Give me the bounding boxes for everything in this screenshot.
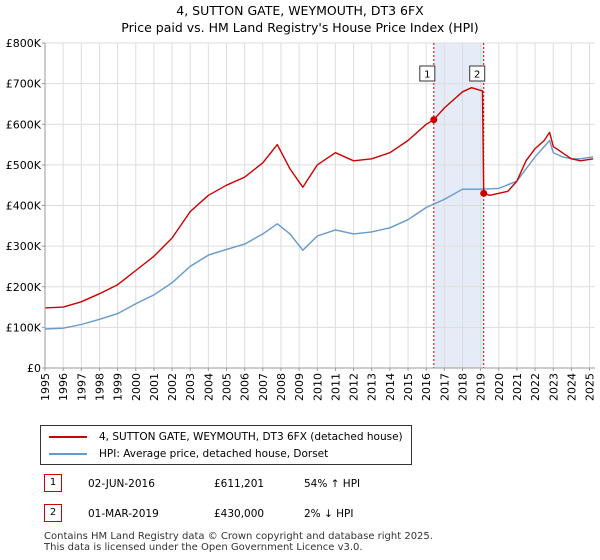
hpi-line <box>44 139 594 330</box>
footer: Contains HM Land Registry data © Crown c… <box>44 531 433 553</box>
x-tick-label: 2002 <box>166 373 179 401</box>
y-tick-label: £800K <box>6 37 42 50</box>
x-tick-label: 1995 <box>39 373 52 401</box>
price-chart: 1 2 £0 £100K £200K £300K £400K £500K £600K £700K £… <box>6 37 597 401</box>
x-tick-label: 2001 <box>148 373 161 401</box>
transaction-badge: 1 <box>44 474 62 492</box>
property-price-line <box>44 86 594 309</box>
y-tick-label: £0 <box>27 362 41 375</box>
x-tick-label: 2000 <box>130 373 143 401</box>
x-tick-label: 2008 <box>275 373 288 401</box>
transaction-date: 01-MAR-2019 <box>88 508 159 520</box>
x-tick-label: 2024 <box>565 373 578 401</box>
x-tick-label: 2015 <box>402 373 415 401</box>
marker-label-box <box>469 65 486 82</box>
y-tick-label: £700K <box>6 78 42 91</box>
transaction-price: £430,000 <box>214 508 265 520</box>
marker-label-box <box>419 65 436 82</box>
legend-label-hpi: HPI: Average price, detached house, Dors… <box>99 448 329 460</box>
transaction-date: 02-JUN-2016 <box>88 478 155 490</box>
x-tick-label: 2014 <box>384 373 397 401</box>
x-tick-label: 2009 <box>293 373 306 401</box>
transaction-badge: 2 <box>44 504 62 522</box>
x-tick-label: 2023 <box>547 373 560 401</box>
x-tick-label: 2017 <box>438 373 451 401</box>
x-tick-label: 2003 <box>184 373 197 401</box>
marker-label: 1 <box>424 70 430 81</box>
x-tick-label: 1999 <box>112 373 125 401</box>
x-tick-label: 2006 <box>239 373 252 401</box>
sale-point <box>430 116 438 124</box>
x-tick-label: 2013 <box>366 373 379 401</box>
y-tick-label: £400K <box>6 200 42 213</box>
transaction-hpi-diff: 54% ↑ HPI <box>304 478 361 490</box>
x-tick-label: 2011 <box>329 373 342 401</box>
y-tick-label: £300K <box>6 240 42 253</box>
transaction-price: £611,201 <box>214 478 265 490</box>
y-tick-label: £600K <box>6 118 42 131</box>
x-tick-label: 2018 <box>456 373 469 401</box>
x-tick-label: 2005 <box>221 373 234 401</box>
x-tick-label: 1997 <box>75 373 88 401</box>
x-tick-label: 2004 <box>202 373 215 401</box>
chart-title: 4, SUTTON GATE, WEYMOUTH, DT3 6FX Price … <box>0 2 600 36</box>
legend-swatch-property <box>49 436 87 438</box>
y-tick-label: £100K <box>6 321 42 334</box>
sale-point <box>480 189 488 197</box>
transaction-row: 1 02-JUN-2016 £611,201 54% ↑ HPI <box>44 474 564 492</box>
marker-label: 2 <box>474 70 480 81</box>
x-tick-label: 2025 <box>584 373 597 401</box>
y-tick-label: £500K <box>6 159 42 172</box>
x-tick-label: 2019 <box>475 373 488 401</box>
y-tick-label: £200K <box>6 281 42 294</box>
title-line-1: 4, SUTTON GATE, WEYMOUTH, DT3 6FX <box>176 3 424 18</box>
x-tick-label: 1996 <box>57 373 70 401</box>
legend: 4, SUTTON GATE, WEYMOUTH, DT3 6FX (detac… <box>40 425 412 465</box>
x-tick-label: 2007 <box>257 373 270 401</box>
x-tick-label: 2022 <box>529 373 542 401</box>
transaction-row: 2 01-MAR-2019 £430,000 2% ↓ HPI <box>44 504 564 522</box>
title-line-2: Price paid vs. HM Land Registry's House … <box>121 20 479 35</box>
legend-label-property: 4, SUTTON GATE, WEYMOUTH, DT3 6FX (detac… <box>99 431 403 443</box>
transaction-hpi-diff: 2% ↓ HPI <box>304 508 354 520</box>
footer-line-2: This data is licensed under the Open Gov… <box>44 541 363 553</box>
x-tick-label: 2016 <box>420 373 433 401</box>
footer-line-1: Contains HM Land Registry data © Crown c… <box>44 531 433 542</box>
x-tick-label: 2021 <box>511 373 524 401</box>
x-tick-label: 1998 <box>93 373 106 401</box>
x-tick-label: 2020 <box>493 373 506 401</box>
legend-swatch-hpi <box>49 453 87 455</box>
x-tick-label: 2012 <box>348 373 361 401</box>
x-tick-label: 2010 <box>311 373 324 401</box>
